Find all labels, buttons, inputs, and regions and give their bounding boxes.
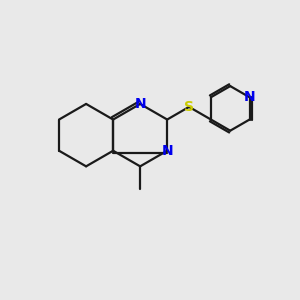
Text: N: N: [244, 90, 255, 104]
Text: N: N: [161, 144, 173, 158]
Text: S: S: [184, 100, 194, 114]
Text: N: N: [134, 97, 146, 111]
